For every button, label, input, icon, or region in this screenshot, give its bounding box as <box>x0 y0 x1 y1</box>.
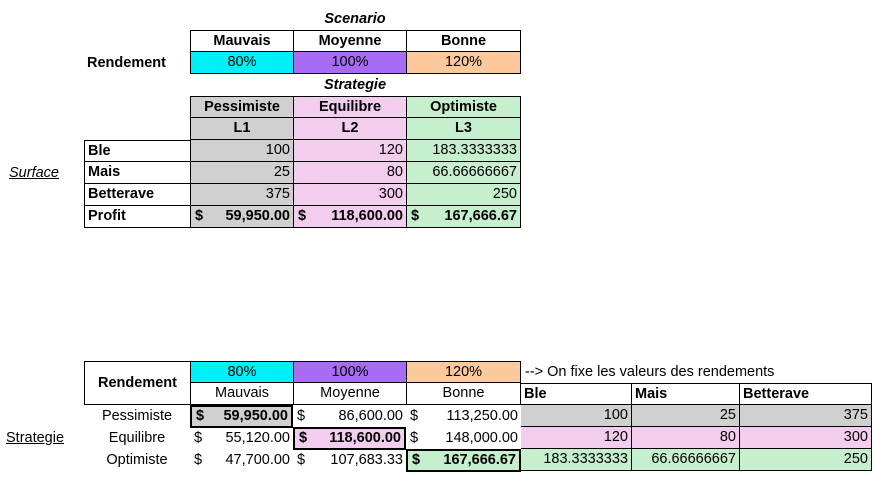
money-value: 118,600.00 <box>329 430 401 446</box>
row-label-betterave[interactable]: Betterave <box>84 184 190 206</box>
crop-header-mais[interactable]: Mais <box>631 383 739 405</box>
money-cell-optimal[interactable]: $118,600.00 <box>293 427 406 450</box>
rate-cell-bonne[interactable]: 120% <box>406 52 521 74</box>
bottom-scenario-moyenne[interactable]: Moyenne <box>293 383 406 405</box>
money-value: 47,700.00 <box>225 452 290 468</box>
profit-value: 167,666.67 <box>444 208 517 224</box>
currency-symbol: $ <box>412 452 421 468</box>
money-cell-optimal[interactable]: $59,950.00 <box>190 405 293 428</box>
currency-symbol: $ <box>299 430 308 446</box>
surface-cell[interactable]: 80 <box>293 162 406 184</box>
strategie-title: Strategie <box>323 77 387 93</box>
money-value: 113,250.00 <box>446 408 519 424</box>
surface-label: Surface <box>9 165 59 181</box>
strategy-code-l1[interactable]: L1 <box>190 118 293 140</box>
currency-symbol: $ <box>411 208 420 224</box>
bottom-row-label-optimiste[interactable]: Optimiste <box>106 452 168 468</box>
bottom-rendement-label[interactable]: Rendement <box>84 361 190 405</box>
row-label-mais[interactable]: Mais <box>84 162 190 184</box>
bottom-scenario-mauvais[interactable]: Mauvais <box>190 383 293 405</box>
money-cell-optimal[interactable]: $167,666.67 <box>406 449 521 472</box>
surface-cell[interactable]: 183.3333333 <box>521 449 631 471</box>
money-cell[interactable]: $148,000.00 <box>406 428 521 450</box>
row-label-profit[interactable]: Profit <box>84 206 190 228</box>
currency-symbol: $ <box>298 208 307 224</box>
note-text: --> On fixe les valeurs des rendements <box>525 364 775 380</box>
bottom-row-label-pessimiste[interactable]: Pessimiste <box>101 408 173 424</box>
surface-cell[interactable]: 120 <box>521 427 631 449</box>
rendement-label: Rendement <box>87 55 166 71</box>
currency-symbol: $ <box>410 408 419 424</box>
profit-cell-optimiste[interactable]: $167,666.67 <box>406 206 521 228</box>
strategy-header-optimiste[interactable]: Optimiste <box>406 96 521 118</box>
rate-cell-mauvais[interactable]: 80% <box>190 52 293 74</box>
bottom-scenario-bonne[interactable]: Bonne <box>406 383 521 405</box>
crop-header-ble[interactable]: Ble <box>521 383 631 405</box>
bottom-row-label-equilibre[interactable]: Equilibre <box>108 430 166 446</box>
surface-cell[interactable]: 375 <box>739 405 872 427</box>
money-cell[interactable]: $113,250.00 <box>406 406 521 428</box>
surface-cell[interactable]: 100 <box>521 405 631 427</box>
surface-cell[interactable]: 80 <box>631 427 739 449</box>
money-cell[interactable]: $55,120.00 <box>190 428 293 450</box>
surface-cell[interactable]: 183.3333333 <box>406 140 521 162</box>
bottom-rate-bonne[interactable]: 120% <box>406 361 521 383</box>
surface-cell[interactable]: 120 <box>293 140 406 162</box>
currency-symbol: $ <box>196 408 205 424</box>
currency-symbol: $ <box>194 452 203 468</box>
surface-cell[interactable]: 25 <box>631 405 739 427</box>
currency-symbol: $ <box>195 208 204 224</box>
crop-header-betterave[interactable]: Betterave <box>739 383 872 405</box>
scenario-header-moyenne[interactable]: Moyenne <box>293 30 406 52</box>
currency-symbol: $ <box>410 430 419 446</box>
money-value: 59,950.00 <box>223 408 288 424</box>
money-cell[interactable]: $86,600.00 <box>293 406 406 428</box>
money-value: 148,000.00 <box>445 430 518 446</box>
money-value: 55,120.00 <box>225 430 290 446</box>
strategy-header-equilibre[interactable]: Equilibre <box>293 96 406 118</box>
scenario-title: Scenario <box>324 11 386 27</box>
strategie-label: Strategie <box>6 430 65 446</box>
money-value: 86,600.00 <box>338 408 403 424</box>
currency-symbol: $ <box>297 408 306 424</box>
profit-value: 59,950.00 <box>225 208 290 224</box>
bottom-rate-moyenne[interactable]: 100% <box>293 361 406 383</box>
bottom-rate-mauvais[interactable]: 80% <box>190 361 293 383</box>
surface-cell[interactable]: 375 <box>190 184 293 206</box>
profit-value: 118,600.00 <box>331 208 403 224</box>
currency-symbol: $ <box>194 430 203 446</box>
surface-cell[interactable]: 250 <box>739 449 872 471</box>
surface-cell[interactable]: 300 <box>739 427 872 449</box>
row-label-ble[interactable]: Ble <box>84 140 190 162</box>
scenario-header-mauvais[interactable]: Mauvais <box>190 30 293 52</box>
strategy-code-l3[interactable]: L3 <box>406 118 521 140</box>
rate-cell-moyenne[interactable]: 100% <box>293 52 406 74</box>
surface-cell[interactable]: 66.66666667 <box>631 449 739 471</box>
money-value: 107,683.33 <box>330 452 403 468</box>
money-value: 167,666.67 <box>443 452 516 468</box>
surface-cell[interactable]: 66.66666667 <box>406 162 521 184</box>
surface-cell[interactable]: 250 <box>406 184 521 206</box>
profit-cell-equilibre[interactable]: $118,600.00 <box>293 206 406 228</box>
money-cell[interactable]: $107,683.33 <box>293 450 406 472</box>
currency-symbol: $ <box>297 452 306 468</box>
strategy-header-pessimiste[interactable]: Pessimiste <box>190 96 293 118</box>
surface-cell[interactable]: 25 <box>190 162 293 184</box>
surface-cell[interactable]: 300 <box>293 184 406 206</box>
scenario-header-bonne[interactable]: Bonne <box>406 30 521 52</box>
surface-cell[interactable]: 100 <box>190 140 293 162</box>
strategy-code-l2[interactable]: L2 <box>293 118 406 140</box>
profit-cell-pessimiste[interactable]: $59,950.00 <box>190 206 293 228</box>
money-cell[interactable]: $47,700.00 <box>190 450 293 472</box>
